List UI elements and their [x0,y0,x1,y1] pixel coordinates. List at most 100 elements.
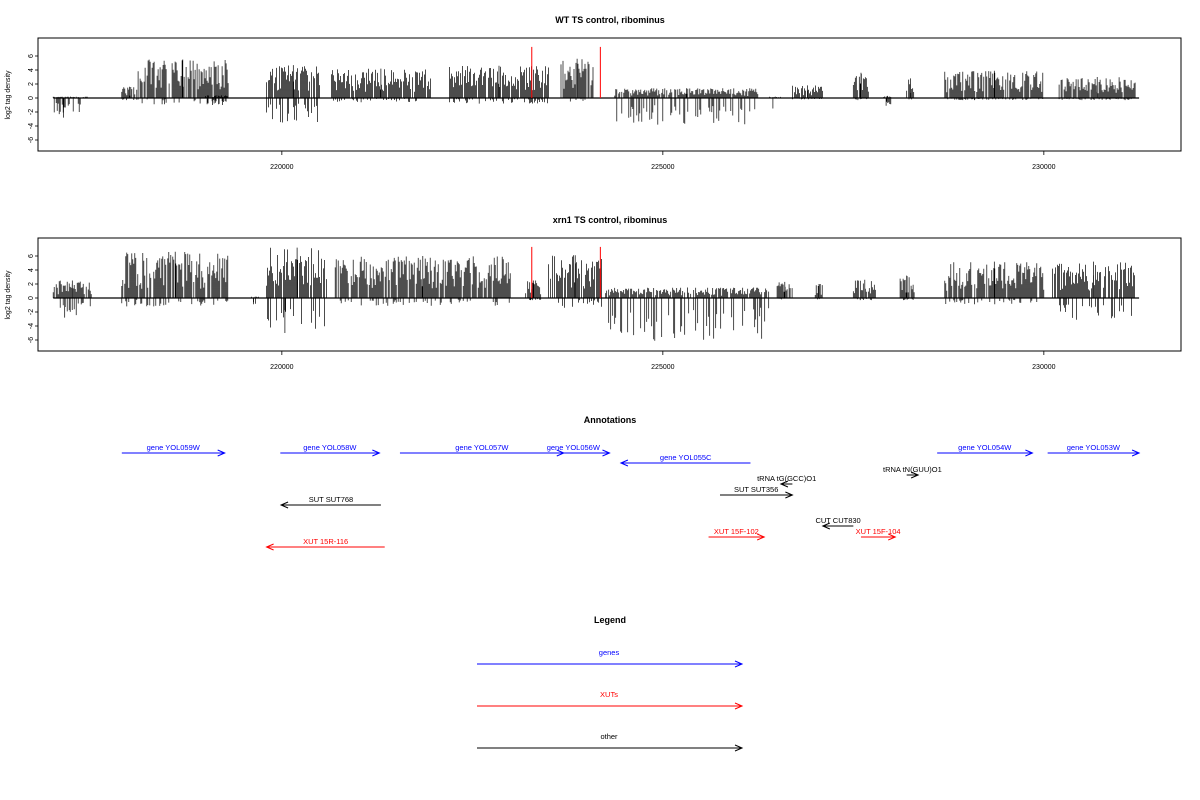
annotation-feature-8: tRNA tN(GUU)O1 [883,465,942,479]
xrn1-density-segment-3 [266,247,327,333]
wt-density-segment-7 [560,58,594,102]
annotation-feature-label-13: XUT 15F-104 [856,527,901,536]
annotations-title: Annotations [584,415,637,425]
annotation-feature-9: SUT SUT356 [719,485,794,499]
annotation-feature-label-7: tRNA tG(GCC)O1 [757,474,816,483]
wt-density-bars [52,46,1140,125]
wt-y-tick-label-3: 0 [28,96,35,100]
annotations-panel: Annotations gene YOL059W gene YOL058W gene… [121,415,1141,551]
wt-y-tick-label-5: 4 [28,68,35,72]
legend-entry-genes: genes [477,648,744,668]
xrn1-plot-frame [37,237,1182,352]
wt-density-segment-1 [121,86,138,101]
annotation-feature-label-8: tRNA tN(GUU)O1 [883,465,942,474]
xrn1-axes: -6 -4 -2 0 2 4 6 220000 225000 230000 [28,254,1056,371]
xrn1-panel-title: xrn1 TS control, ribominus [553,215,668,225]
wt-density-segment-12 [883,95,892,106]
xrn1-y-tick-label-4: 2 [28,282,35,286]
annotation-feature-11: CUT CUT830 [815,516,861,530]
annotation-feature-label-0: gene YOL059W [147,443,201,452]
xrn1-density-segment-12 [944,261,1045,305]
legend-title: Legend [594,615,626,625]
wt-y-axis-label: log2 tag density [5,70,12,120]
annotation-feature-13: XUT 15F-104 [856,527,901,541]
wt-y-tick-label-4: 2 [28,82,35,86]
xrn1-density-segment-5 [525,280,542,301]
xrn1-y-tick-label-3: 0 [28,296,35,300]
wt-x-tick-label-0: 220000 [270,164,293,171]
annotation-feature-4: gene YOL055C [619,453,751,467]
annotation-feature-12: XUT 15F-102 [708,527,766,541]
wt-density-segment-13 [906,78,915,100]
annotation-feature-label-2: gene YOL057W [455,443,509,452]
annotation-feature-2: gene YOL057W [399,443,566,457]
xrn1-density-panel: xrn1 TS control, ribominus log2 tag dens… [5,215,1182,371]
legend-entry-other: other [477,732,744,752]
xrn1-density-segment-6 [548,255,602,308]
wt-density-segment-0 [52,96,88,118]
xrn1-y-axis-label: log2 tag density [5,270,12,320]
xrn1-density-segment-7 [605,287,770,341]
xrn1-y-tick-label-1: -4 [28,323,35,329]
xrn1-density-segment-0 [52,280,92,318]
wt-density-segment-5 [331,68,431,103]
wt-x-tick-label-2: 230000 [1032,164,1055,171]
xrn1-density-segment-1 [121,251,229,307]
legend-entries: genes XUTs other [477,648,744,752]
annotation-feature-0: gene YOL059W [121,443,226,457]
xrn1-y-tick-label-2: -2 [28,309,35,315]
wt-y-tick-label-0: -6 [28,137,35,143]
legend-label-other: other [600,732,618,741]
xrn1-x-tick-label-2: 230000 [1032,364,1055,371]
legend-panel: Legend genes XUTs other [477,615,744,752]
wt-density-segment-10 [792,85,823,100]
legend-entry-xuts: XUTs [477,690,744,710]
xrn1-density-segment-11 [899,275,915,301]
annotation-feature-10: SUT SUT768 [279,495,381,509]
annotation-feature-label-10: SUT SUT768 [309,495,353,504]
annotation-features: gene YOL059W gene YOL058W gene YOL057W gene… [121,443,1141,551]
wt-density-segment-3 [205,95,228,105]
annotation-feature-label-4: gene YOL055C [660,453,712,462]
annotation-feature-6: gene YOL053W [1047,443,1141,457]
wt-y-tick-label-6: 6 [28,54,35,58]
wt-density-segment-11 [852,72,869,101]
annotation-feature-label-9: SUT SUT356 [734,485,778,494]
annotation-feature-5: gene YOL054W [937,443,1034,457]
annotation-feature-14: XUT 15R-116 [265,537,385,551]
annotation-feature-1: gene YOL058W [280,443,381,457]
wt-density-segment-4 [266,65,320,123]
annotation-feature-label-14: XUT 15R-116 [303,537,348,546]
annotation-feature-label-3: gene YOL056W [547,443,601,452]
xrn1-y-tick-label-0: -6 [28,337,35,343]
xrn1-density-segment-8 [776,281,793,300]
legend-label-genes: genes [599,648,620,657]
xrn1-density-segment-4 [334,256,511,306]
wt-density-panel: WT TS control, ribominus log2 tag densit… [5,15,1182,171]
wt-panel-title: WT TS control, ribominus [555,15,665,25]
xrn1-density-segment-13 [1052,261,1135,320]
annotation-feature-label-5: gene YOL054W [958,443,1012,452]
xrn1-y-tick-label-6: 6 [28,254,35,258]
annotation-feature-label-11: CUT CUT830 [815,516,860,525]
wt-density-segment-2 [137,59,229,105]
wt-density-segment-15 [1058,77,1136,101]
xrn1-density-bars [52,246,1140,341]
legend-label-xuts: XUTs [600,690,618,699]
wt-axes: -6 -4 -2 0 2 4 6 220000 225000 230000 [28,54,1056,171]
xrn1-y-tick-label-5: 4 [28,268,35,272]
xrn1-x-tick-label-0: 220000 [270,364,293,371]
wt-density-segment-8 [614,88,759,125]
xrn1-density-segment-10 [852,279,876,301]
wt-y-tick-label-1: -4 [28,123,35,129]
xrn1-x-tick-label-1: 225000 [651,364,674,371]
wt-plot-frame [37,37,1182,152]
annotation-feature-3: gene YOL056W [537,443,611,457]
annotation-feature-7: tRNA tG(GCC)O1 [757,474,816,488]
wt-y-tick-label-2: -2 [28,109,35,115]
annotation-feature-label-12: XUT 15F-102 [714,527,759,536]
wt-density-segment-14 [944,70,1044,101]
annotation-feature-label-1: gene YOL058W [303,443,357,452]
annotation-feature-label-6: gene YOL053W [1067,443,1121,452]
